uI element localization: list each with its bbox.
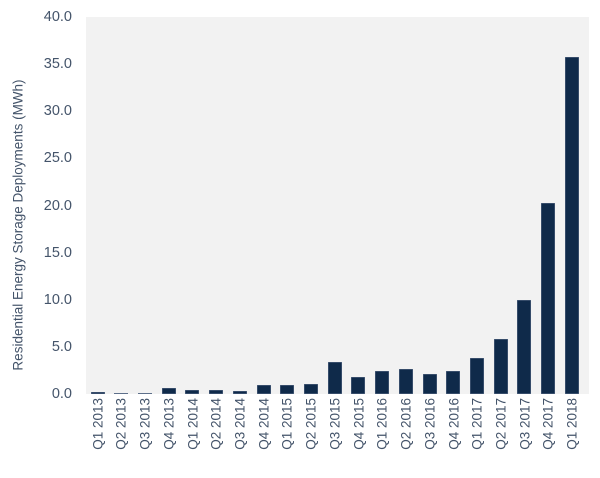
bar (446, 371, 461, 394)
bar (256, 384, 271, 394)
bar (137, 393, 152, 394)
plot-area (86, 17, 589, 394)
x-tick-label-text: Q3 2017 (516, 398, 532, 450)
bar (90, 392, 105, 394)
x-tick-label-text: Q3 2013 (137, 398, 153, 450)
x-tick-label-text: Q1 2018 (564, 398, 580, 450)
bar (422, 374, 437, 394)
y-tick-label: 30.0 (43, 103, 72, 120)
bar (564, 56, 579, 394)
x-tick-label-text: Q4 2016 (445, 398, 461, 450)
x-tick-label-text: Q1 2014 (184, 398, 200, 450)
x-tick-label-text: Q1 2016 (374, 398, 390, 450)
y-tick-label: 5.0 (51, 338, 72, 355)
bar (303, 383, 318, 394)
x-tick-label-text: Q2 2016 (398, 398, 414, 450)
y-tick-label: 0.0 (51, 386, 72, 402)
bar (517, 299, 532, 394)
x-tick-label-text: Q3 2015 (327, 398, 343, 450)
y-axis-title-text: Residential Energy Storage Deployments (… (10, 79, 26, 371)
bar (114, 393, 129, 394)
x-tick-label-text: Q3 2016 (422, 398, 438, 450)
x-tick-label-text: Q4 2015 (350, 398, 366, 450)
x-tick-label-text: Q1 2013 (90, 398, 105, 450)
x-tick-label-text: Q2 2017 (493, 398, 509, 450)
bar (161, 388, 176, 394)
bar (327, 361, 342, 394)
bar (375, 370, 390, 394)
x-tick-label-text: Q3 2014 (232, 398, 248, 450)
bar (232, 390, 247, 394)
x-tick-label-text: Q4 2014 (256, 398, 272, 450)
bar (541, 202, 556, 394)
x-tick-label-text: Q1 2015 (279, 398, 295, 450)
y-tick-label: 35.0 (43, 56, 72, 73)
bar (280, 384, 295, 394)
y-tick-label: 40.0 (43, 9, 72, 25)
y-tick-label: 25.0 (43, 150, 72, 167)
x-tick-label-text: Q2 2015 (303, 398, 319, 450)
y-tick-label: 10.0 (43, 291, 72, 308)
bar (209, 389, 224, 394)
x-tick-label-text: Q4 2017 (540, 398, 556, 450)
bar (185, 389, 200, 394)
bar (470, 358, 485, 394)
y-tick-label: 20.0 (43, 197, 72, 214)
bar (398, 369, 413, 394)
x-tick-label-text: Q2 2013 (113, 398, 129, 450)
x-tick-label-text: Q2 2014 (208, 398, 224, 450)
y-tick-label: 15.0 (43, 244, 72, 261)
x-tick-label-text: Q1 2017 (469, 398, 485, 450)
x-tick-label-text: Q4 2013 (161, 398, 177, 450)
bar (493, 339, 508, 394)
bar (351, 377, 366, 394)
